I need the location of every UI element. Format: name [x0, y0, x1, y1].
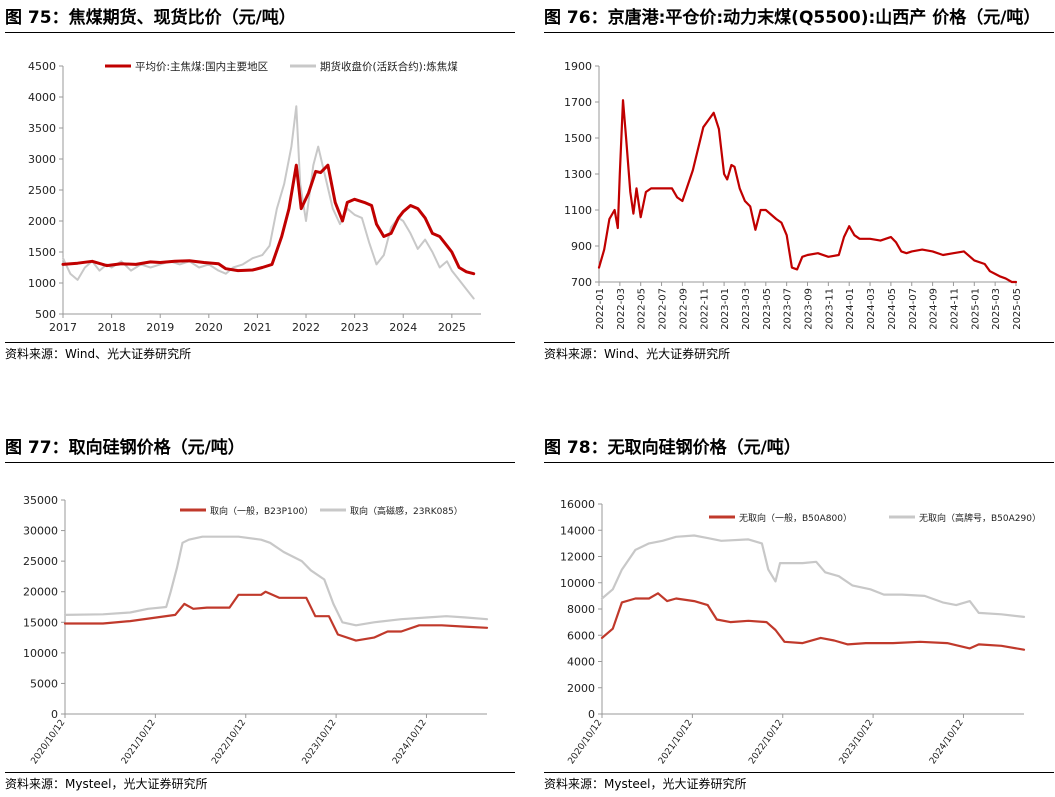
chart-title: 图 76：京唐港:平仓价:动力末煤(Q5500):山西产 价格（元/吨）: [544, 4, 1054, 33]
y-tick-label: 10000: [560, 577, 595, 590]
x-tick-label: 2023-03: [741, 288, 752, 330]
y-tick-label: 0: [588, 708, 595, 721]
x-tick-label: 2024-07: [908, 288, 919, 330]
x-tick-label: 2023-05: [762, 288, 773, 330]
y-tick-label: 8000: [567, 603, 595, 616]
x-tick-label: 2023-09: [804, 288, 815, 330]
x-tick-label: 2023-07: [783, 288, 794, 330]
legend-label: 取向（高磁感，23RK085）: [350, 505, 463, 517]
y-tick-label: 25000: [23, 555, 58, 568]
chart-source: 资料来源：Mysteel，光大证券研究所: [5, 772, 515, 793]
chart-source: 资料来源：Mysteel，光大证券研究所: [544, 772, 1054, 793]
x-tick-label: 2021/10/12: [657, 718, 695, 766]
y-tick-label: 35000: [23, 494, 58, 507]
y-tick-label: 1000: [28, 277, 56, 290]
x-tick-label: 2025-05: [1012, 288, 1023, 330]
legend-label: 期货收盘价(活跃合约):炼焦煤: [320, 60, 458, 73]
chart-source: 资料来源：Wind、光大证券研究所: [5, 342, 515, 363]
x-tick-label: 2024-11: [949, 288, 960, 330]
series-line-1: [61, 163, 476, 276]
chart-thermal-coal-price: 700 900 1100 1300 1500 1700 1900 2022-01 2022-03…: [564, 60, 1023, 330]
x-tick-label: 2020: [195, 321, 223, 334]
x-tick-label: 2025: [438, 321, 466, 334]
chart-title: 图 77：取向硅钢价格（元/吨）: [5, 434, 515, 463]
x-tick-label: 2022-03: [616, 288, 627, 330]
legend-label: 平均价:主焦煤:国内主要地区: [135, 60, 268, 73]
series-line-2: [600, 534, 1026, 618]
y-tick-label: 1300: [564, 168, 592, 181]
chart-title: 图 75：焦煤期货、现货比价（元/吨）: [5, 4, 515, 33]
x-tick-label: 2023: [341, 321, 369, 334]
legend-label: 无取向（一般，B50A800）: [739, 512, 852, 524]
x-tick-label: 2024-05: [887, 288, 898, 330]
y-tick-label: 1900: [564, 60, 592, 73]
x-tick-label: 2025-01: [970, 288, 981, 330]
chart-grain-oriented-silicon-steel: 0 5000 10000 15000 20000 25000 30000 35000 2020/…: [23, 494, 489, 766]
chart-title: 图 78：无取向硅钢价格（元/吨）: [544, 434, 1054, 463]
legend-label: 无取向（高牌号，B50A290）: [919, 512, 1041, 524]
y-tick-label: 4000: [567, 656, 595, 669]
y-tick-label: 1100: [564, 204, 592, 217]
x-tick-label: 2021: [243, 321, 271, 334]
x-tick-label: 2022-07: [658, 288, 669, 330]
y-tick-label: 900: [571, 240, 592, 253]
x-tick-label: 2018: [98, 321, 126, 334]
x-tick-label: 2024: [389, 321, 417, 334]
y-tick-label: 30000: [23, 525, 58, 538]
y-tick-label: 10000: [23, 647, 58, 660]
x-tick-label: 2023-11: [824, 288, 835, 330]
series-line-2: [62, 105, 475, 300]
y-tick-label: 1500: [564, 132, 592, 145]
legend-label: 取向（一般，B23P100）: [210, 505, 313, 517]
y-tick-label: 4000: [28, 91, 56, 104]
y-tick-label: 2500: [28, 184, 56, 197]
x-tick-label: 2025-03: [991, 288, 1002, 330]
x-tick-label: 2024-03: [866, 288, 877, 330]
y-tick-label: 700: [571, 276, 592, 289]
x-tick-label: 2017: [49, 321, 77, 334]
x-tick-label: 2023/10/12: [301, 718, 339, 766]
x-tick-label: 2022/10/12: [210, 718, 248, 766]
x-tick-label: 2022-09: [678, 288, 689, 330]
x-tick-label: 2024/10/12: [391, 718, 429, 766]
series-line-1: [597, 99, 1018, 284]
y-tick-label: 2000: [28, 215, 56, 228]
y-tick-label: 3000: [28, 153, 56, 166]
x-tick-label: 2020/10/12: [30, 718, 68, 766]
chart-non-oriented-silicon-steel: 0 2000 4000 6000 8000 10000 12000 14000 16000 202…: [560, 498, 1041, 766]
y-tick-label: 1700: [564, 96, 592, 109]
x-tick-label: 2023/10/12: [838, 718, 876, 766]
y-tick-label: 12000: [560, 551, 595, 564]
y-tick-label: 0: [51, 708, 58, 721]
y-tick-label: 20000: [23, 586, 58, 599]
y-tick-label: 14000: [560, 524, 595, 537]
y-tick-label: 3500: [28, 122, 56, 135]
y-tick-label: 6000: [567, 629, 595, 642]
y-tick-label: 500: [35, 308, 56, 321]
x-tick-label: 2022-11: [699, 288, 710, 330]
x-tick-label: 2023-01: [720, 288, 731, 330]
x-tick-label: 2022-01: [595, 288, 606, 330]
x-tick-label: 2022/10/12: [747, 718, 785, 766]
y-tick-label: 2000: [567, 682, 595, 695]
x-tick-label: 2020/10/12: [567, 718, 605, 766]
x-tick-label: 2024/10/12: [928, 718, 966, 766]
chart-coking-coal-futures-spot: 500 1000 1500 2000 2500 3000 3500 4000 4500 2017 2…: [28, 60, 481, 334]
y-tick-label: 1500: [28, 246, 56, 259]
chart-source: 资料来源：Wind、光大证券研究所: [544, 342, 1054, 363]
x-tick-label: 2021/10/12: [120, 718, 158, 766]
series-line-2: [63, 535, 489, 627]
y-tick-label: 5000: [30, 677, 58, 690]
x-tick-label: 2024-01: [845, 288, 856, 330]
series-line-1: [63, 590, 489, 642]
y-tick-label: 4500: [28, 60, 56, 73]
x-tick-label: 2024-09: [929, 288, 940, 330]
y-tick-label: 16000: [560, 498, 595, 511]
x-tick-label: 2019: [146, 321, 174, 334]
x-tick-label: 2022-05: [637, 288, 648, 330]
x-tick-label: 2022: [292, 321, 320, 334]
series-line-1: [600, 592, 1026, 651]
y-tick-label: 15000: [23, 616, 58, 629]
